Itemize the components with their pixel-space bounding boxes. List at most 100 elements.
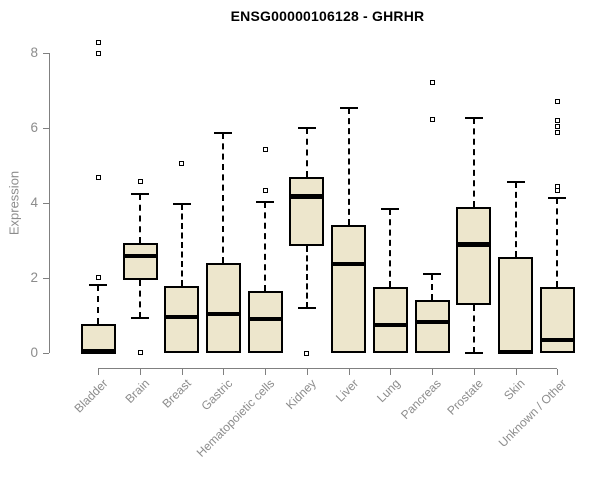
- median-brain: [122, 253, 158, 259]
- upper-whisker-cap-liver: [339, 106, 358, 109]
- outlier-brain: [137, 179, 143, 185]
- median-liver: [331, 261, 367, 267]
- upper-whisker-breast: [180, 204, 183, 286]
- x-tick-label-skin: Skin: [501, 376, 528, 403]
- x-tick: [390, 369, 392, 376]
- x-tick: [98, 369, 100, 376]
- y-tick: [42, 278, 49, 280]
- y-tick-label: 8: [30, 45, 38, 61]
- upper-whisker-cap-prostate: [464, 116, 483, 119]
- upper-whisker-skin: [514, 181, 517, 257]
- upper-whisker-brain: [139, 193, 142, 243]
- box-skin: [498, 256, 534, 354]
- upper-whisker-cap-breast: [172, 203, 191, 206]
- upper-whisker-cap-skin: [506, 180, 525, 183]
- lower-whisker-cap-brain: [131, 317, 150, 320]
- x-tick: [223, 369, 225, 376]
- box-brain: [122, 242, 158, 280]
- outlier-bladder: [95, 50, 101, 56]
- x-axis-line: [98, 368, 558, 370]
- x-tick: [265, 369, 267, 376]
- outlier-hematopoietic-cells: [262, 146, 268, 152]
- lower-whisker-cap-prostate: [464, 351, 483, 354]
- x-tick: [432, 369, 434, 376]
- chart-title: ENSG00000106128 - GHRHR: [230, 8, 425, 24]
- x-tick-label-hematopoietic-cells: Hematopoietic cells: [193, 376, 278, 460]
- x-tick-label-prostate: Prostate: [444, 376, 487, 418]
- outlier-breast: [179, 160, 185, 166]
- outlier-unknown-other: [554, 123, 560, 129]
- upper-whisker-liver: [347, 107, 350, 225]
- outlier-unknown-other: [554, 187, 560, 193]
- box-unknown-other: [539, 287, 575, 354]
- y-tick-label: 2: [30, 270, 38, 286]
- outlier-bladder: [95, 275, 101, 281]
- median-prostate: [456, 242, 492, 247]
- median-bladder: [80, 349, 116, 354]
- x-tick-label-liver: Liver: [332, 376, 361, 405]
- box-pancreas: [414, 300, 450, 354]
- upper-whisker-cap-brain: [131, 192, 150, 195]
- box-lung: [372, 286, 408, 354]
- x-tick: [473, 369, 475, 376]
- y-axis-line: [48, 53, 50, 354]
- median-hematopoietic-cells: [247, 316, 283, 322]
- lower-whisker-brain: [139, 279, 142, 319]
- x-tick-label-bladder: Bladder: [71, 376, 111, 416]
- median-gastric: [205, 311, 241, 317]
- lower-whisker-prostate: [472, 304, 475, 353]
- outlier-hematopoietic-cells: [262, 188, 268, 194]
- outlier-brain: [137, 350, 143, 356]
- y-tick-label: 4: [30, 195, 38, 211]
- outlier-unknown-other: [554, 118, 560, 124]
- outlier-pancreas: [429, 116, 435, 122]
- box-kidney: [289, 177, 325, 247]
- median-kidney: [289, 194, 325, 199]
- x-tick: [557, 369, 559, 376]
- median-lung: [372, 322, 408, 328]
- upper-whisker-gastric: [222, 132, 225, 263]
- upper-whisker-prostate: [472, 117, 475, 208]
- upper-whisker-cap-kidney: [297, 126, 316, 129]
- x-tick-label-brain: Brain: [122, 376, 153, 407]
- outlier-bladder: [95, 174, 101, 180]
- outlier-kidney: [304, 350, 310, 356]
- upper-whisker-pancreas: [431, 273, 434, 301]
- outlier-unknown-other: [554, 98, 560, 104]
- upper-whisker-cap-gastric: [214, 131, 233, 134]
- median-unknown-other: [539, 337, 575, 343]
- x-tick-label-lung: Lung: [373, 376, 403, 406]
- x-tick-label-pancreas: Pancreas: [398, 376, 445, 423]
- upper-whisker-hematopoietic-cells: [264, 201, 267, 292]
- y-tick-label: 0: [30, 345, 38, 361]
- y-tick: [42, 53, 49, 55]
- upper-whisker-cap-unknown-other: [548, 197, 567, 200]
- x-tick-label-gastric: Gastric: [198, 376, 236, 414]
- box-liver: [331, 224, 367, 354]
- median-skin: [498, 349, 534, 355]
- box-breast: [164, 285, 200, 354]
- y-tick-label: 6: [30, 120, 38, 136]
- lower-whisker-cap-kidney: [297, 306, 316, 309]
- upper-whisker-cap-lung: [381, 207, 400, 210]
- lower-whisker-kidney: [305, 246, 308, 308]
- upper-whisker-bladder: [97, 284, 100, 325]
- x-tick-label-breast: Breast: [159, 376, 194, 411]
- x-tick: [306, 369, 308, 376]
- box-gastric: [205, 262, 241, 354]
- median-pancreas: [414, 319, 450, 325]
- upper-whisker-unknown-other: [556, 198, 559, 288]
- upper-whisker-cap-bladder: [89, 283, 108, 286]
- x-tick: [348, 369, 350, 376]
- outlier-unknown-other: [554, 129, 560, 135]
- box-hematopoietic-cells: [247, 291, 283, 354]
- x-tick: [515, 369, 517, 376]
- x-tick: [140, 369, 142, 376]
- y-tick: [42, 128, 49, 130]
- y-tick: [42, 203, 49, 205]
- box-prostate: [456, 207, 492, 305]
- upper-whisker-cap-pancreas: [423, 272, 442, 275]
- upper-whisker-lung: [389, 208, 392, 287]
- upper-whisker-cap-hematopoietic-cells: [256, 200, 275, 203]
